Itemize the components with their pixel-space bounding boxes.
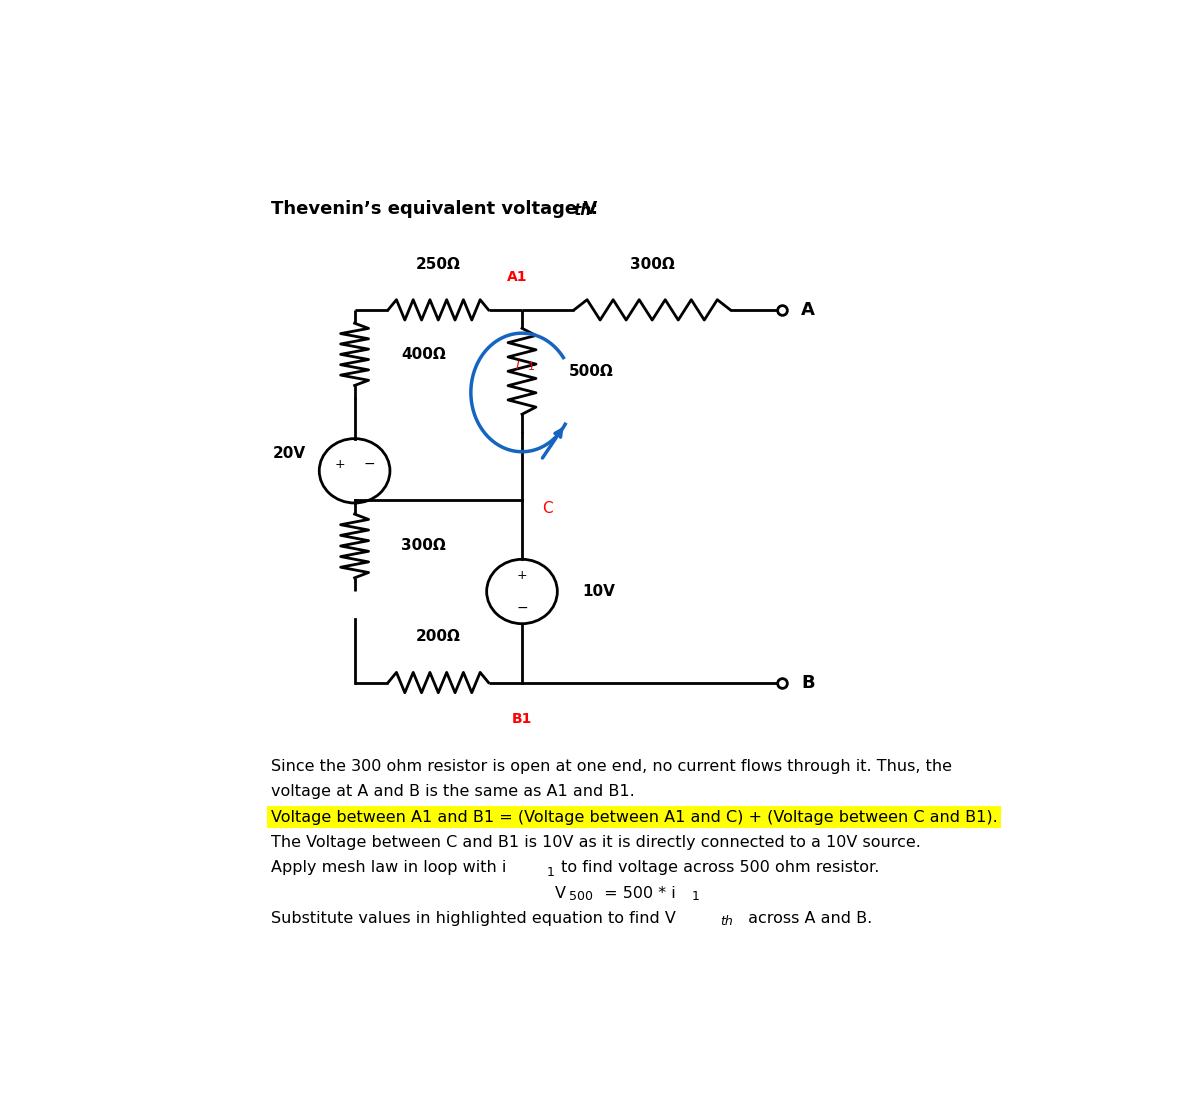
Text: across A and B.: across A and B. <box>743 911 872 926</box>
Text: 200Ω: 200Ω <box>416 629 461 645</box>
Text: 500Ω: 500Ω <box>569 364 613 378</box>
Text: The Voltage between C and B1 is 10V as it is directly connected to a 10V source.: The Voltage between C and B1 is 10V as i… <box>271 835 920 850</box>
Text: Thevenin’s equivalent voltage V: Thevenin’s equivalent voltage V <box>271 200 598 218</box>
Text: A: A <box>802 301 815 319</box>
Text: Since the 300 ohm resistor is open at one end, no current flows through it. Thus: Since the 300 ohm resistor is open at on… <box>271 759 952 773</box>
Text: voltage at A and B is the same as A1 and B1.: voltage at A and B is the same as A1 and… <box>271 784 635 800</box>
Text: 300Ω: 300Ω <box>630 256 674 272</box>
Text: 300Ω: 300Ω <box>401 539 446 553</box>
Text: 1: 1 <box>546 866 554 879</box>
Text: A1: A1 <box>508 271 528 285</box>
Text: 1: 1 <box>528 363 535 373</box>
Text: 1: 1 <box>691 890 700 903</box>
Text: −: − <box>364 456 376 471</box>
Text: Substitute values in highlighted equation to find V: Substitute values in highlighted equatio… <box>271 911 676 926</box>
Text: :: : <box>590 200 598 218</box>
Text: 250Ω: 250Ω <box>416 256 461 272</box>
Text: B1: B1 <box>512 712 532 726</box>
Text: th: th <box>720 915 733 928</box>
Text: B: B <box>802 673 815 692</box>
Text: C: C <box>542 502 553 516</box>
Text: +: + <box>517 569 527 582</box>
Text: +: + <box>335 458 346 471</box>
Text: i: i <box>516 358 520 372</box>
Text: Apply mesh law in loop with i: Apply mesh law in loop with i <box>271 860 506 876</box>
Text: Voltage between A1 and B1 = (Voltage between A1 and C) + (Voltage between C and : Voltage between A1 and B1 = (Voltage bet… <box>271 810 997 825</box>
Text: to find voltage across 500 ohm resistor.: to find voltage across 500 ohm resistor. <box>557 860 880 876</box>
Text: V: V <box>554 886 565 901</box>
Text: = 500 * i: = 500 * i <box>599 886 676 901</box>
Text: 20V: 20V <box>272 447 306 461</box>
Text: 10V: 10V <box>582 584 616 600</box>
Text: 500: 500 <box>570 890 594 903</box>
Text: th: th <box>574 202 592 218</box>
Text: 400Ω: 400Ω <box>401 346 446 362</box>
Text: −: − <box>516 601 528 615</box>
